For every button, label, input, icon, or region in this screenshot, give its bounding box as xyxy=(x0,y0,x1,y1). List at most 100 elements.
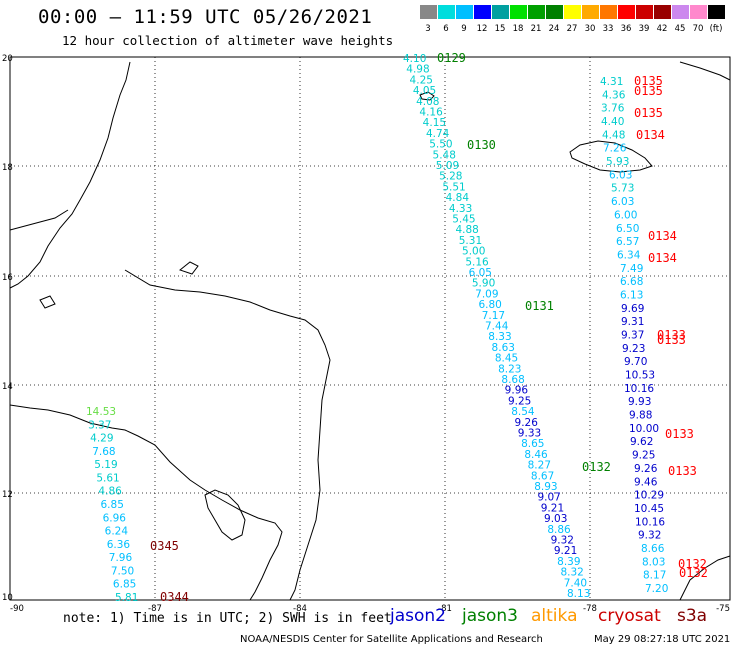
swh-value: 4.31 xyxy=(600,76,623,88)
swh-value: 9.37 xyxy=(621,330,644,342)
axis-ticks: -90 -87 -84 -81 -78 -75 20 18 16 14 12 10 xyxy=(2,54,730,614)
legend-label: 39 xyxy=(638,24,650,34)
swh-value: 7.68 xyxy=(92,446,115,458)
swh-value: 10.45 xyxy=(634,503,664,515)
swh-value: 4.08 xyxy=(416,96,439,108)
legend-label: (ft) xyxy=(709,24,723,34)
swh-value: 8.45 xyxy=(495,353,518,365)
legend-label: 33 xyxy=(602,24,614,34)
swh-value: 14.53 xyxy=(86,406,116,418)
sat-jason3-label: jason3 xyxy=(462,606,518,626)
coast-yucatan xyxy=(9,61,131,289)
swh-value: 8.33 xyxy=(488,331,511,343)
swh-value: 9.33 xyxy=(518,428,541,440)
sat-jason2-label: jason2 xyxy=(390,606,446,626)
swh-value: 3.76 xyxy=(601,103,625,115)
pass-id-label: 0135 xyxy=(634,106,663,120)
legend-label: 6 xyxy=(443,24,449,34)
legend-swatch xyxy=(654,5,671,19)
swh-value: 6.03 xyxy=(609,169,632,181)
lat-tick-label: 12 xyxy=(2,490,13,500)
legend-swatch xyxy=(672,5,689,19)
legend-swatch xyxy=(636,5,653,19)
legend-swatch xyxy=(456,5,473,19)
coast-hispaniola xyxy=(679,61,731,81)
pass-id-label: 0133 xyxy=(657,333,686,347)
swh-value: 5.61 xyxy=(96,472,119,484)
legend-swatch xyxy=(600,5,617,19)
pass-id-label: 0135 xyxy=(634,84,663,98)
swh-value: 4.10 xyxy=(403,53,426,65)
swh-value: 8.67 xyxy=(531,470,554,482)
swh-value: 8.54 xyxy=(511,406,535,418)
swh-value: 4.05 xyxy=(413,85,436,97)
lon-tick-label: -75 xyxy=(716,604,730,614)
credit-text: NOAA/NESDIS Center for Satellite Applica… xyxy=(240,634,543,645)
swh-value: 7.26 xyxy=(603,143,627,155)
pass-id-label: 0133 xyxy=(668,464,697,478)
swh-value: 9.93 xyxy=(628,396,651,408)
lon-tick-label: -90 xyxy=(10,604,24,614)
swh-value: 9.32 xyxy=(551,535,574,547)
swh-value: 6.00 xyxy=(614,209,637,221)
swh-value: 9.21 xyxy=(554,545,577,557)
swh-value: 8.39 xyxy=(557,556,580,568)
pass-id-label: 0134 xyxy=(648,251,677,265)
pass-id-label: 0132 xyxy=(582,460,611,474)
coast-honduras-north xyxy=(124,269,331,601)
legend-label: 9 xyxy=(461,24,467,34)
swh-value: 7.50 xyxy=(111,565,134,577)
swh-value: 9.96 xyxy=(505,385,529,397)
swh-value: 5.31 xyxy=(459,235,482,247)
legend-label: 15 xyxy=(494,24,506,34)
swh-value: 4.16 xyxy=(419,107,443,119)
swh-value: 9.26 xyxy=(634,463,658,475)
swh-value: 8.63 xyxy=(492,342,515,354)
swh-value: 9.69 xyxy=(621,303,644,315)
swh-value: 6.36 xyxy=(107,539,131,551)
swh-value: 8.13 xyxy=(567,588,590,600)
sat-s3a-label: s3a xyxy=(677,606,708,626)
lat-tick-label: 14 xyxy=(2,382,13,392)
swh-value: 6.34 xyxy=(617,249,641,261)
swh-value: 6.80 xyxy=(478,299,501,311)
swh-value: 6.68 xyxy=(620,276,643,288)
swh-value: 7.40 xyxy=(564,577,587,589)
footer-note: note: 1) Time is in UTC; 2) SWH is in fe… xyxy=(63,611,392,626)
swh-value: 9.46 xyxy=(634,476,658,488)
sat-altika-label: altika xyxy=(531,606,578,626)
swh-value: 5.00 xyxy=(462,246,485,258)
legend-label: 3 xyxy=(425,24,431,34)
lat-tick-label: 16 xyxy=(2,273,13,283)
swh-value: 8.32 xyxy=(560,567,583,579)
swh-value: 8.17 xyxy=(643,570,666,582)
swh-value: 5.19 xyxy=(94,459,117,471)
island-small-3 xyxy=(39,295,56,309)
swh-value: 5.48 xyxy=(433,149,456,161)
swh-value: 9.62 xyxy=(630,436,653,448)
swh-tracks: 4.104.984.254.054.084.164.154.745.505.48… xyxy=(86,53,668,604)
legend-swatch xyxy=(582,5,599,19)
swh-value: 7.96 xyxy=(109,552,133,564)
swh-value: 4.25 xyxy=(410,74,433,86)
pass-id-label: 0344 xyxy=(160,590,189,604)
swh-value: 6.05 xyxy=(469,267,492,279)
swh-value: 5.50 xyxy=(429,139,452,151)
pass-id-label: 0133 xyxy=(657,328,686,342)
map-gridlines xyxy=(10,57,730,600)
pass-id-label: 0131 xyxy=(525,299,554,313)
pass-id-label: 0133 xyxy=(665,427,694,441)
legend-label: 21 xyxy=(530,24,542,34)
pass-id-label: 0132 xyxy=(679,566,708,580)
swh-value: 9.26 xyxy=(515,417,539,429)
island-small-1 xyxy=(419,91,435,101)
lon-tick-label: -84 xyxy=(293,604,307,614)
lon-tick-label: -78 xyxy=(583,604,597,614)
legend-swatch xyxy=(492,5,509,19)
lat-tick-label: 18 xyxy=(2,163,13,173)
swh-value: 3.37 xyxy=(88,419,111,431)
swh-value: 7.49 xyxy=(620,263,643,275)
legend-swatch xyxy=(420,5,437,19)
island-small-2 xyxy=(178,261,199,275)
